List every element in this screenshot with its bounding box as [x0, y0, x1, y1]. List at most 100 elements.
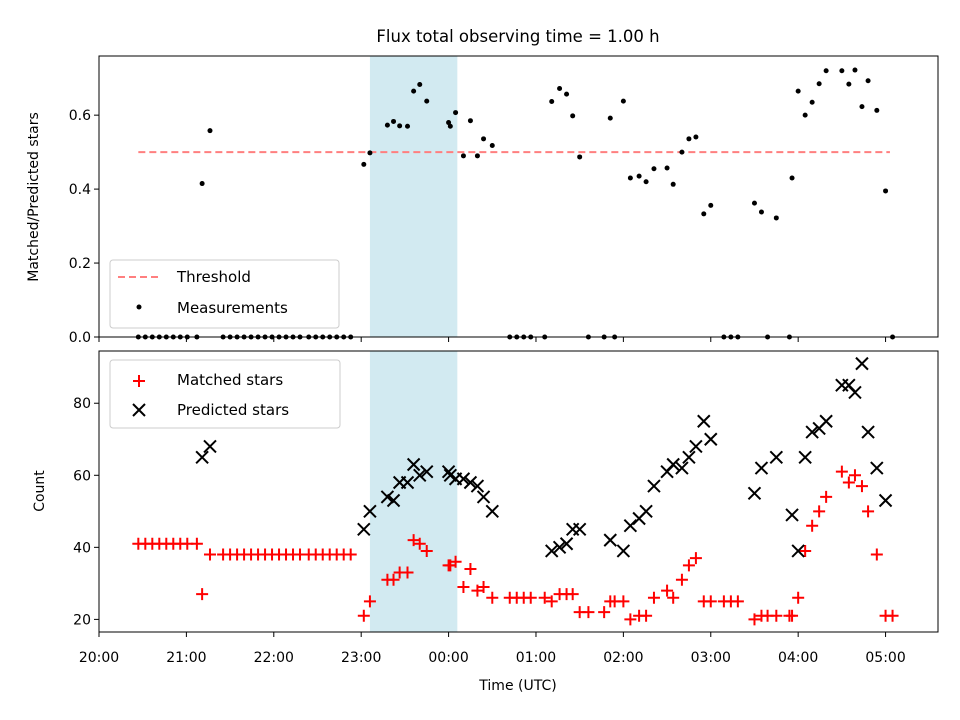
- measurement-point: [693, 134, 699, 140]
- matched-star-point: [667, 591, 680, 604]
- measurement-point: [577, 154, 583, 160]
- predicted-star-point: [855, 356, 869, 371]
- measurement-point: [361, 161, 367, 167]
- measurement-point: [809, 99, 815, 105]
- matched-star-point: [566, 588, 579, 601]
- matched-star-point: [799, 544, 812, 557]
- matched-star-point: [538, 591, 551, 604]
- matched-star-point: [413, 537, 426, 550]
- predicted-star-point: [456, 472, 471, 486]
- measurement-point: [883, 188, 889, 194]
- predicted-star-point: [791, 544, 805, 558]
- matched-star-point: [203, 548, 216, 561]
- top-legend: Threshold Measurements: [109, 259, 340, 329]
- matched-star-point: [640, 609, 653, 622]
- xtick-label: 21:00: [166, 650, 206, 666]
- measurement-point: [549, 98, 555, 104]
- top-ytick-label: 0.2: [69, 256, 91, 272]
- predicted-star-point: [357, 522, 371, 537]
- legend-measurements-label: Measurements: [177, 299, 288, 317]
- measurement-point: [627, 175, 633, 181]
- predicted-star-point: [639, 504, 653, 519]
- matched-star-point: [820, 490, 833, 503]
- predicted-star-point: [463, 475, 478, 490]
- predicted-star-point: [647, 479, 661, 493]
- predicted-star-point: [400, 475, 415, 490]
- legend-predicted-label: Predicted stars: [177, 401, 289, 419]
- matched-star-point: [477, 580, 490, 593]
- measurement-point: [679, 149, 685, 155]
- measurement-point: [839, 68, 845, 74]
- matched-star-point: [357, 609, 370, 622]
- matched-star-point: [471, 584, 484, 597]
- bottom-y-axis-label: Count: [32, 470, 48, 512]
- predicted-star-point: [380, 490, 395, 504]
- matched-star-point: [792, 591, 805, 604]
- matched-star-point: [770, 609, 783, 622]
- measurement-point: [405, 123, 411, 129]
- measurement-point: [643, 179, 649, 185]
- predicted-star-point: [485, 504, 499, 519]
- matched-star-point: [486, 591, 499, 604]
- predicted-star-point: [470, 479, 485, 493]
- matched-star-point: [196, 588, 209, 601]
- predicted-star-point: [420, 464, 434, 479]
- measurement-point: [417, 81, 423, 87]
- bottom-ytick-label: 80: [73, 396, 91, 412]
- matched-star-point: [806, 519, 819, 532]
- predicted-star-point: [406, 457, 421, 472]
- measurement-point: [846, 81, 852, 87]
- matched-star-point: [731, 595, 744, 608]
- measurement-point: [570, 113, 576, 119]
- xtick-label: 00:00: [428, 650, 468, 666]
- matched-star-point: [420, 544, 433, 557]
- measurement-point: [620, 98, 626, 104]
- measurement-point: [852, 67, 858, 73]
- measurement-point: [397, 123, 403, 129]
- matched-stars-points: [132, 465, 899, 626]
- matched-star-point: [862, 505, 875, 518]
- predicted-star-point: [603, 533, 617, 547]
- measurement-point: [670, 181, 676, 187]
- matched-star-point: [344, 548, 357, 561]
- predicted-star-point: [861, 425, 875, 439]
- bottom-ytick-label: 40: [73, 540, 91, 556]
- matched-star-point: [617, 595, 630, 608]
- legend-threshold-label: Threshold: [176, 268, 251, 286]
- measurement-point: [474, 153, 480, 159]
- matched-star-point: [524, 591, 537, 604]
- predicted-star-point: [682, 450, 696, 464]
- bottom-y-axis: 20 40 60 80: [73, 396, 99, 628]
- xtick-label: 02:00: [603, 650, 643, 666]
- top-y-axis: 0.0 0.2 0.4 0.6: [69, 108, 99, 346]
- xtick-label: 03:00: [691, 650, 731, 666]
- matched-star-point: [835, 465, 848, 478]
- legend-measurements-swatch: [136, 304, 142, 310]
- matched-star-point: [748, 613, 761, 626]
- top-ytick-label: 0.6: [69, 108, 91, 124]
- measurement-point: [607, 115, 613, 121]
- predicted-star-point: [769, 450, 784, 464]
- measurement-point: [557, 86, 563, 92]
- measurement-point: [701, 211, 707, 217]
- predicted-star-point: [697, 414, 711, 428]
- xtick-label: 05:00: [865, 650, 905, 666]
- xtick-label: 22:00: [254, 650, 294, 666]
- predicted-star-point: [754, 461, 769, 475]
- measurement-point: [424, 98, 430, 104]
- matched-star-point: [449, 555, 462, 568]
- matched-star-point: [363, 595, 376, 608]
- measurement-point: [636, 173, 642, 179]
- top-x-axis: [98, 337, 887, 342]
- xtick-label: 20:00: [79, 650, 119, 666]
- measurement-point: [207, 128, 213, 134]
- predicted-star-point: [666, 457, 680, 472]
- measurement-point: [467, 118, 473, 124]
- predicted-star-point: [203, 439, 217, 454]
- predicted-star-point: [675, 461, 689, 475]
- predicted-star-point: [870, 461, 884, 475]
- measurement-point: [199, 181, 205, 187]
- measurement-point: [823, 68, 829, 74]
- measurement-point: [795, 88, 801, 94]
